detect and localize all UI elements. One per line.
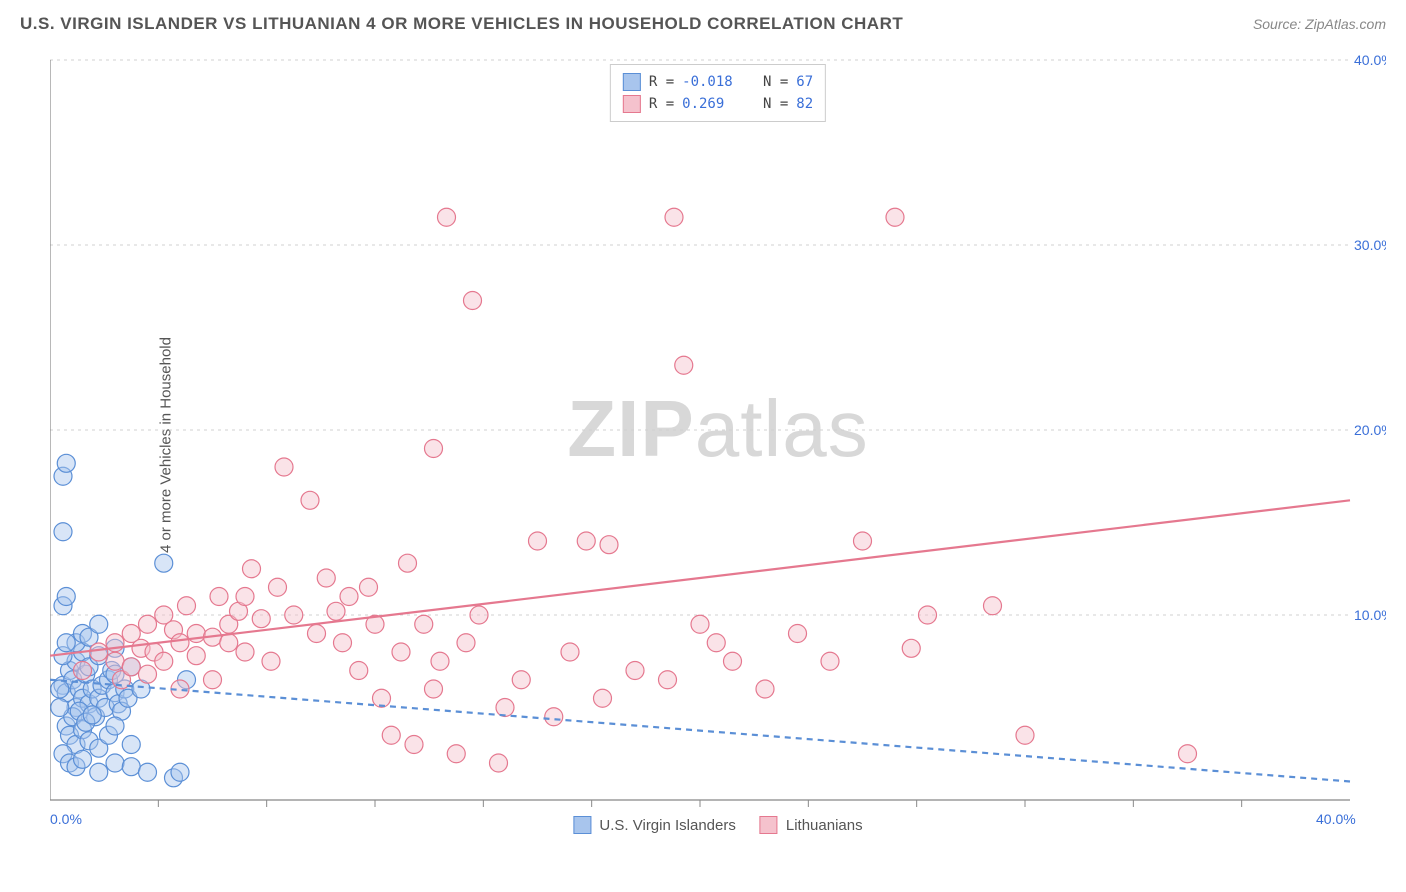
svg-text:0.0%: 0.0% [50,811,82,827]
legend-series-label: U.S. Virgin Islanders [599,817,735,834]
svg-text:10.0%: 10.0% [1354,607,1386,623]
legend-stats-box: R = -0.018 N = 67 R = 0.269 N = 82 [610,64,826,122]
legend-series-label: Lithuanians [786,817,863,834]
legend-n-label: N = [746,96,788,112]
legend-n-value: 82 [796,96,813,112]
legend-r-label: R = [649,96,674,112]
legend-n-value: 67 [796,74,813,90]
legend-r-label: R = [649,74,674,90]
legend-stats-row: R = -0.018 N = 67 [623,71,813,93]
scatter-plot: 10.0% 20.0% 30.0% 40.0% 0.0% 40.0% [50,50,1386,840]
legend-swatch-icon [573,816,591,834]
chart-header: U.S. VIRGIN ISLANDER VS LITHUANIAN 4 OR … [0,0,1406,44]
source-attribution: Source: ZipAtlas.com [1253,16,1386,32]
legend-series-item: U.S. Virgin Islanders [573,816,735,834]
svg-text:40.0%: 40.0% [1316,811,1356,827]
legend-n-label: N = [746,74,788,90]
legend-stats-row: R = 0.269 N = 82 [623,93,813,115]
legend-swatch-icon [760,816,778,834]
legend-series: U.S. Virgin Islanders Lithuanians [573,816,862,834]
svg-text:40.0%: 40.0% [1354,52,1386,68]
legend-swatch-icon [623,73,641,91]
svg-text:20.0%: 20.0% [1354,422,1386,438]
legend-r-value: -0.018 [682,74,738,90]
svg-text:30.0%: 30.0% [1354,237,1386,253]
legend-series-item: Lithuanians [760,816,863,834]
legend-swatch-icon [623,95,641,113]
chart-title: U.S. VIRGIN ISLANDER VS LITHUANIAN 4 OR … [20,14,903,34]
legend-r-value: 0.269 [682,96,738,112]
chart-area: 4 or more Vehicles in Household ZIPatlas… [50,50,1386,840]
